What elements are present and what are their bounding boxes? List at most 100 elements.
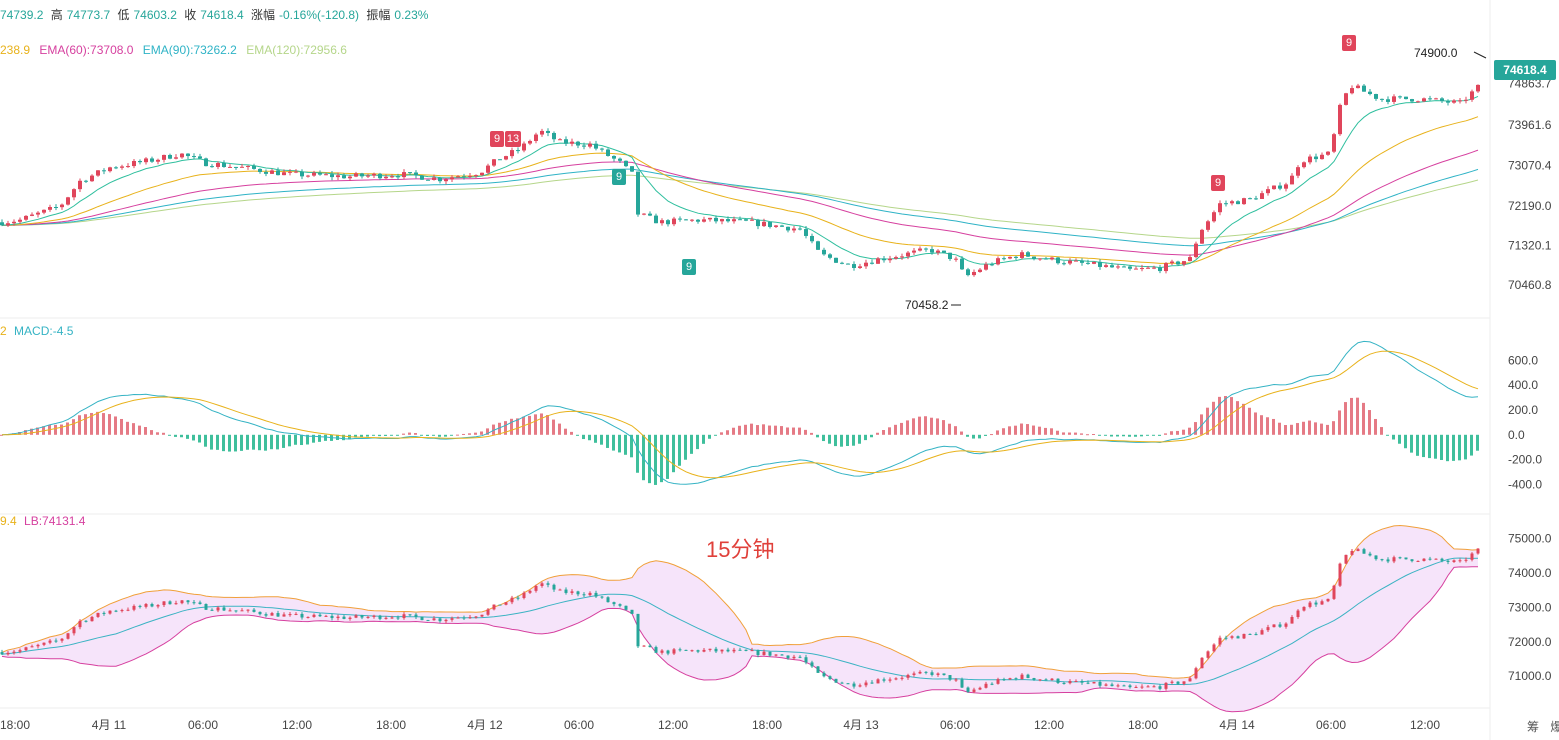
boll-candle-body [1320, 601, 1324, 605]
boll-candle-body [702, 649, 706, 652]
macd-bar [1254, 412, 1257, 435]
candle-body [1056, 257, 1060, 264]
candle-body [222, 163, 226, 168]
boll-candle-body [408, 614, 412, 616]
macd-bar [936, 418, 939, 435]
candle-body [522, 143, 526, 151]
boll-candle-body [1140, 686, 1144, 688]
boll-candle-body [882, 679, 886, 681]
candle-body [360, 173, 364, 177]
candle-body [402, 172, 406, 178]
candle-body [1374, 94, 1378, 99]
liquidation-button[interactable]: 爆 [1550, 720, 1559, 734]
boll-candle-body [678, 649, 682, 651]
candle-body [294, 171, 298, 173]
macd-legend: 2 MACD:-4.5 [0, 324, 73, 338]
macd-bar [1440, 434, 1443, 460]
candle-body [894, 257, 898, 259]
boll-candle-body [744, 649, 748, 651]
macd-bar [516, 418, 519, 435]
boll-candle-body [1152, 686, 1156, 688]
candle-body [174, 157, 178, 159]
macd-bar [1200, 414, 1203, 435]
macd-bar [1458, 434, 1461, 461]
macd-bar [462, 433, 465, 435]
macd-bar [894, 424, 897, 435]
candle-body [726, 219, 730, 222]
macd-bar [78, 415, 81, 435]
candle-body [828, 254, 832, 258]
boll-candle-body [954, 679, 958, 681]
boll-candle-body [180, 600, 184, 604]
macd-bar [678, 434, 681, 466]
candle-body [444, 179, 448, 182]
macd-bar [570, 431, 573, 435]
boll-candle-body [384, 617, 388, 619]
ema90-legend: EMA(90):73262.2 [142, 43, 237, 57]
candle-body [1368, 91, 1372, 95]
candle-body [912, 250, 916, 253]
change-value: -0.16%(-120.8) [279, 8, 360, 22]
macd-bar [1416, 434, 1419, 456]
candle-body [462, 176, 466, 178]
candle-body [1020, 252, 1024, 258]
candle-body [576, 141, 580, 146]
candle-body [432, 177, 436, 180]
boll-candle-body [162, 601, 166, 606]
time-tick-label: 06:00 [940, 718, 970, 732]
candle-body [924, 248, 928, 250]
boll-candle-body [996, 679, 1000, 684]
candle-body [162, 154, 166, 160]
macd-bar [66, 422, 69, 435]
macd-bar [1134, 434, 1137, 437]
candle-body [1152, 267, 1156, 269]
macd-bar [582, 434, 585, 440]
boll-candle-body [864, 682, 868, 686]
macd-bar [744, 424, 747, 435]
boll-candle-body [294, 613, 298, 615]
price-axis: 74863.7 73961.6 73070.4 72190.0 71320.1 70460… [1508, 77, 1552, 292]
boll-candle-body [1284, 623, 1288, 627]
close-value: 74618.4 [200, 8, 244, 22]
boll-candle-body [1254, 634, 1258, 636]
macd-bar [444, 434, 447, 437]
boll-candle-body [804, 657, 808, 663]
boll-upper-line [1, 524, 1479, 679]
boll-candle-body [1308, 602, 1312, 607]
macd-bar [246, 434, 249, 450]
macd-bar [222, 434, 225, 452]
boll-candle-body [1428, 558, 1432, 560]
macd-bar [1398, 434, 1401, 444]
boll-candle-body [576, 591, 580, 595]
candle-body [138, 160, 142, 163]
macd-bar [1194, 422, 1197, 435]
macd-bar [1170, 431, 1173, 435]
macd-bar [720, 432, 723, 435]
macd-bar [312, 434, 315, 443]
chip-button[interactable]: 筹 [1527, 720, 1540, 734]
candle-body [714, 217, 718, 222]
boll-candle-body [1122, 685, 1126, 687]
candle-body [132, 160, 136, 167]
candle-body [42, 209, 46, 213]
boll-candle-body [918, 671, 922, 674]
high-label: 高 [50, 8, 63, 22]
macd-bar [1224, 396, 1227, 435]
candle-body [186, 153, 190, 157]
candle-body [972, 271, 976, 276]
boll-candle-body [330, 615, 334, 619]
boll-candle-body [840, 682, 844, 684]
side-buttons: 筹 爆 [1519, 718, 1559, 735]
macd-bar [240, 434, 243, 451]
macd-bar [690, 434, 693, 454]
boll-mid-line [1, 557, 1479, 685]
macd-bar [384, 434, 387, 436]
candle-body [414, 172, 418, 176]
candle-body [276, 170, 280, 176]
macd-bar [1368, 410, 1371, 435]
td-marker-9-green: 9 [612, 169, 626, 185]
candle-body [342, 175, 346, 179]
boll-candle-body [1404, 557, 1408, 560]
boll-candle-body [780, 654, 784, 656]
